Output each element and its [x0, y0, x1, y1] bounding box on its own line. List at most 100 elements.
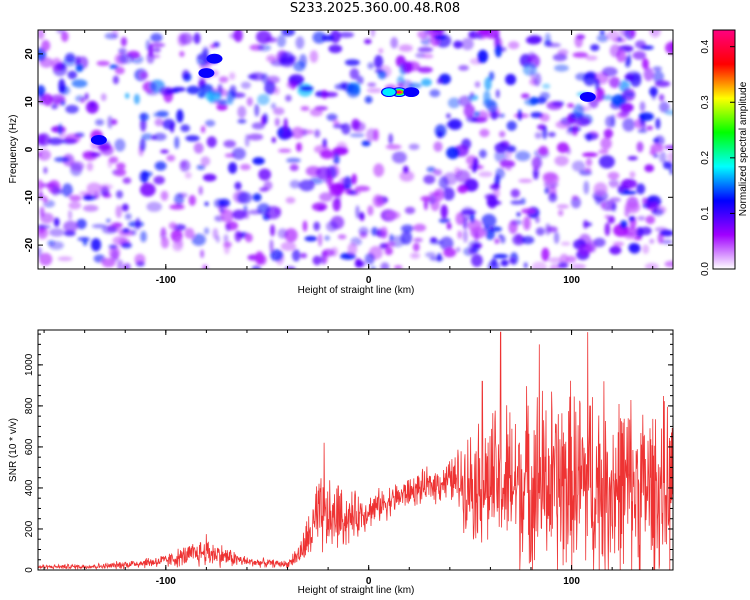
spectrogram-cell — [658, 151, 667, 164]
spectrogram-cell — [254, 251, 265, 265]
spectrogram-cell — [312, 255, 322, 266]
spectrogram-cell — [428, 192, 442, 197]
spectrogram-cell — [611, 203, 617, 212]
spectrogram-cell — [53, 217, 60, 227]
spectrogram-cell — [176, 109, 184, 123]
spectrogram-cell — [461, 37, 474, 51]
spectrogram-cell — [246, 97, 253, 107]
spectrogram-cell — [118, 53, 134, 64]
spectrogram-cell — [140, 118, 147, 132]
spectrogram-cell — [86, 182, 102, 194]
spectrogram-cell — [644, 262, 659, 269]
spectrogram-cell — [120, 36, 127, 47]
colorbar-tick-label: 0.0 — [700, 262, 711, 276]
spectrogram-cell — [139, 138, 146, 152]
spectrogram-cell — [446, 113, 451, 119]
spectrogram-cell — [557, 49, 569, 56]
spectrogram-cell — [75, 55, 81, 67]
snr-ytick-label: 200 — [24, 520, 35, 537]
spectrogram-cell — [347, 242, 358, 256]
spectrogram-cell — [593, 182, 608, 197]
spectrogram-cell — [332, 120, 340, 125]
spectrogram-cell — [438, 218, 451, 224]
spectrogram-cell — [443, 247, 457, 258]
spectrogram-cell — [111, 119, 118, 125]
spectrogram-cell — [408, 143, 420, 150]
spectrogram-cell — [388, 133, 394, 145]
spectrogram-cell — [446, 146, 460, 160]
spectrogram-cell — [361, 140, 371, 147]
spectrogram-cell — [583, 180, 590, 195]
spectrogram-cell — [225, 223, 231, 232]
spectrogram-cell — [38, 224, 51, 229]
snr-xtick-label: 0 — [366, 576, 372, 587]
snr-background — [38, 330, 673, 570]
spectrogram-cell — [399, 170, 415, 182]
spectrogram-cell — [274, 117, 280, 127]
spectrogram-cell — [145, 39, 151, 52]
spectrogram-cell — [541, 247, 550, 262]
spectrogram-cell — [41, 39, 51, 52]
spectrogram-cell — [107, 158, 113, 169]
snr-series-line — [38, 331, 673, 570]
spectrogram-cell — [532, 157, 540, 172]
spectrogram-cell — [575, 72, 589, 81]
spectrogram-cell — [445, 121, 460, 128]
spectrogram-cell — [58, 85, 68, 94]
spectrogram-cell — [422, 53, 434, 59]
spectrogram-cell — [584, 167, 592, 172]
spectrogram-cell — [637, 215, 646, 221]
spectrogram-cell — [38, 246, 42, 258]
spectrogram-cell — [439, 236, 454, 251]
spectrogram-cell — [378, 48, 384, 54]
spectrogram-field — [38, 30, 673, 269]
spectrogram-xtick-label: 0 — [366, 275, 372, 286]
spectrogram-cell — [47, 137, 64, 146]
spectrogram-cell — [567, 103, 574, 108]
spectrogram-cell — [284, 228, 298, 243]
spectrogram-cell — [539, 91, 550, 100]
spectrogram-cell — [91, 224, 107, 229]
spectrogram-cell — [474, 230, 479, 242]
spectrogram-cell — [510, 188, 520, 198]
spectrogram-cell — [469, 92, 475, 98]
spectrogram-cell — [314, 129, 321, 138]
spectrogram-cell — [188, 194, 196, 206]
spectrogram-cell — [612, 241, 625, 247]
spectrogram-cell — [309, 50, 319, 63]
spectrogram-cell — [498, 234, 503, 239]
spectrogram-cell — [254, 103, 260, 117]
spectrogram-cell — [367, 205, 374, 216]
spectrogram-cell — [629, 171, 636, 179]
spectrogram-cell — [152, 54, 161, 59]
spectrogram-cell — [56, 30, 66, 34]
spectrogram-cell — [193, 142, 204, 154]
spectrogram-cell — [39, 57, 54, 68]
spectrogram-hotspot — [382, 88, 396, 97]
spectrogram-cell — [62, 183, 73, 198]
spectrogram-cell — [650, 143, 664, 153]
spectrogram-cell — [508, 220, 518, 234]
spectrogram-cell — [542, 171, 558, 182]
spectrogram-cell — [101, 257, 116, 268]
spectrogram-cell — [374, 54, 384, 69]
spectrogram-cell — [400, 231, 413, 245]
spectrogram-cell — [61, 31, 69, 42]
spectrogram-cell — [632, 51, 647, 60]
spectrogram-cell — [644, 164, 655, 173]
spectrogram-cell — [486, 100, 498, 113]
spectrogram-hotspot — [403, 87, 420, 98]
spectrogram-cell — [108, 244, 118, 250]
spectrogram-cell — [455, 169, 471, 183]
spectrogram-cell — [313, 221, 321, 231]
spectrogram-cell — [298, 179, 315, 192]
spectrogram-ytick-label: 10 — [24, 96, 35, 108]
spectrogram-cell — [491, 257, 497, 268]
spectrogram-hotspots — [90, 53, 596, 145]
spectrogram-cell — [638, 112, 654, 121]
spectrogram-cell — [517, 109, 522, 121]
spectrogram-cell — [42, 93, 53, 106]
spectrogram-cell — [304, 235, 318, 242]
spectrogram-cell — [202, 173, 217, 182]
